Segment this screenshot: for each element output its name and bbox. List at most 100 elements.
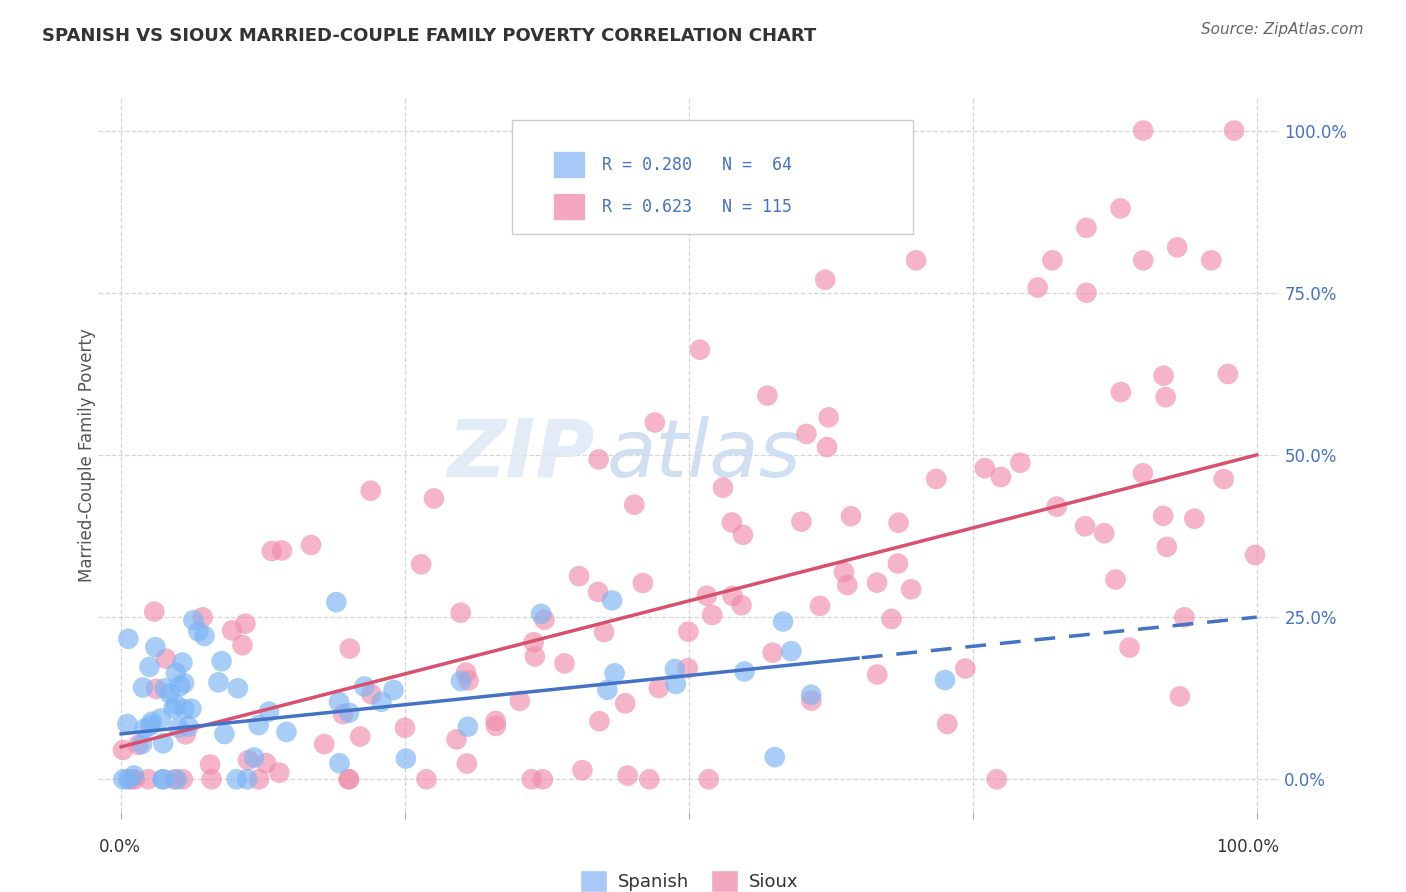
- Point: [1201, 253, 1223, 268]
- Point: [1026, 280, 1049, 294]
- Point: [676, 661, 699, 675]
- Point: [165, 666, 187, 681]
- Point: [167, 721, 190, 735]
- Point: [450, 606, 472, 620]
- Point: [165, 698, 187, 712]
- Point: [247, 718, 270, 732]
- Point: [382, 683, 405, 698]
- Point: [648, 681, 671, 695]
- Point: [934, 673, 956, 687]
- Point: [638, 772, 661, 787]
- Point: [588, 714, 610, 729]
- Point: [1166, 240, 1188, 254]
- Point: [588, 452, 610, 467]
- Point: [734, 665, 756, 679]
- Point: [568, 569, 591, 583]
- Point: [571, 764, 593, 778]
- Point: [721, 589, 744, 603]
- Point: [1152, 508, 1174, 523]
- Point: [1104, 573, 1126, 587]
- Point: [955, 661, 977, 675]
- Point: [120, 772, 142, 787]
- FancyBboxPatch shape: [512, 120, 914, 234]
- Point: [839, 509, 862, 524]
- Legend: Spanish, Sioux: Spanish, Sioux: [572, 863, 806, 892]
- Point: [1154, 390, 1177, 404]
- Point: [1173, 610, 1195, 624]
- Point: [1040, 253, 1063, 268]
- Point: [553, 657, 575, 671]
- Text: Source: ZipAtlas.com: Source: ZipAtlas.com: [1201, 22, 1364, 37]
- Point: [905, 253, 928, 268]
- Point: [411, 558, 433, 572]
- Point: [166, 772, 188, 787]
- Point: [664, 662, 686, 676]
- Point: [257, 705, 280, 719]
- Point: [131, 737, 153, 751]
- Point: [349, 730, 371, 744]
- Y-axis label: Married-Couple Family Poverty: Married-Couple Family Poverty: [79, 328, 96, 582]
- Point: [172, 772, 194, 787]
- Point: [815, 440, 838, 454]
- Point: [394, 721, 416, 735]
- Text: 100.0%: 100.0%: [1216, 838, 1279, 856]
- Point: [485, 719, 508, 733]
- Point: [1010, 456, 1032, 470]
- Point: [395, 751, 418, 765]
- Point: [520, 772, 543, 787]
- Point: [990, 470, 1012, 484]
- Point: [276, 725, 298, 739]
- Point: [800, 693, 823, 707]
- Point: [450, 673, 472, 688]
- Point: [616, 769, 638, 783]
- Point: [1212, 472, 1234, 486]
- Point: [353, 680, 375, 694]
- Point: [127, 738, 149, 752]
- Point: [790, 515, 813, 529]
- Point: [614, 696, 637, 710]
- Point: [457, 673, 479, 688]
- Point: [299, 538, 322, 552]
- Point: [226, 681, 249, 696]
- Point: [314, 737, 336, 751]
- Point: [631, 576, 654, 591]
- Point: [337, 772, 360, 787]
- Point: [837, 578, 859, 592]
- Point: [814, 273, 837, 287]
- Point: [603, 666, 626, 681]
- Point: [269, 765, 291, 780]
- Point: [235, 616, 257, 631]
- Text: R = 0.280   N =  64: R = 0.280 N = 64: [602, 155, 792, 174]
- Point: [456, 756, 478, 771]
- Point: [139, 718, 162, 732]
- Point: [762, 646, 785, 660]
- Point: [236, 753, 259, 767]
- Point: [509, 694, 531, 708]
- Text: 0.0%: 0.0%: [98, 838, 141, 856]
- Point: [697, 772, 720, 787]
- Point: [696, 589, 718, 603]
- Point: [260, 544, 283, 558]
- Point: [221, 624, 243, 638]
- Point: [596, 682, 619, 697]
- Point: [173, 676, 195, 690]
- Point: [149, 711, 172, 725]
- Point: [1109, 385, 1132, 400]
- Point: [243, 750, 266, 764]
- Point: [866, 667, 889, 681]
- Point: [1182, 512, 1205, 526]
- Point: [207, 675, 229, 690]
- Point: [1223, 123, 1246, 137]
- Point: [796, 427, 818, 442]
- Point: [328, 695, 350, 709]
- Point: [136, 772, 159, 787]
- Point: [880, 612, 903, 626]
- Point: [702, 607, 724, 622]
- Point: [446, 732, 468, 747]
- Point: [231, 638, 253, 652]
- Point: [485, 714, 508, 728]
- Point: [1109, 202, 1132, 216]
- Point: [1132, 253, 1154, 268]
- Point: [763, 750, 786, 764]
- Text: atlas: atlas: [606, 416, 801, 494]
